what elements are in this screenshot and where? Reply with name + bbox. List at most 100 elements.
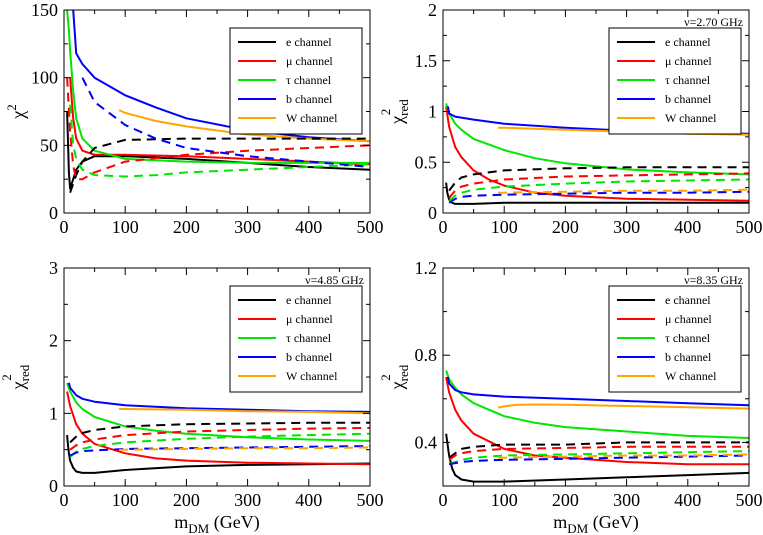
- legend-label: μ channel: [665, 312, 712, 326]
- x-tick-label: 300: [613, 490, 640, 510]
- x-tick-label: 400: [674, 490, 701, 510]
- x-axis-label-unit: (GeV): [588, 512, 638, 533]
- x-tick-label: 100: [491, 217, 518, 237]
- y-tick-label: 1.2: [415, 258, 438, 278]
- series-line--channel-dashed-: [69, 104, 370, 178]
- x-tick-label: 0: [60, 217, 69, 237]
- x-axis-label: mDM (GeV): [553, 512, 638, 535]
- series-line--channel-dashed-: [66, 77, 370, 181]
- y-axis-label-sup: 2: [0, 374, 14, 381]
- series-line-b-channel: [446, 376, 749, 407]
- y-axis-label-symbol: χ: [8, 111, 28, 120]
- x-tick-label: 100: [112, 490, 139, 510]
- legend-label: e channel: [286, 35, 332, 49]
- legend-label: W channel: [665, 111, 717, 125]
- x-tick-label: 0: [60, 490, 69, 510]
- series-line--channel: [445, 370, 749, 439]
- x-tick-label: 0: [439, 217, 448, 237]
- y-axis-label: χred2: [378, 364, 411, 390]
- x-axis-label: mDM (GeV): [174, 512, 259, 535]
- x-tick-label: 500: [357, 217, 384, 237]
- x-tick-label: 500: [357, 490, 384, 510]
- y-tick-label: 0.8: [415, 345, 438, 365]
- x-axis-label-sub: DM: [188, 521, 209, 535]
- x-axis-label-unit: (GeV): [209, 512, 259, 533]
- legend-label: W channel: [665, 369, 717, 383]
- x-tick-label: 100: [112, 217, 139, 237]
- legend-label: τ channel: [665, 331, 711, 345]
- series-line-b-channel-dashed-: [448, 454, 749, 466]
- legend-label: b channel: [286, 350, 333, 364]
- legend-label: e channel: [665, 35, 711, 49]
- x-tick-label: 300: [613, 217, 640, 237]
- legend-label: b channel: [665, 350, 712, 364]
- series-line--channel: [445, 376, 749, 466]
- legend-label: μ channel: [286, 54, 333, 68]
- legend-label: e channel: [286, 293, 332, 307]
- frequency-label: ν=8.35 GHz: [684, 273, 743, 287]
- series-line-e-channel: [445, 433, 749, 483]
- y-axis-label-sup: 2: [4, 104, 19, 111]
- series-line-e-channel: [445, 182, 749, 205]
- legend: e channel μ channel τ channel b channel W ch…: [608, 27, 742, 135]
- series-line--channel: [445, 103, 749, 176]
- series-line--channel: [445, 106, 749, 202]
- y-axis-label-sub: red: [396, 364, 411, 381]
- series-line-e-channel-dashed-: [448, 166, 749, 192]
- x-tick-label: 400: [295, 217, 322, 237]
- y-axis-label: χred2: [0, 364, 32, 390]
- legend: e channel μ channel τ channel b channel W ch…: [608, 285, 742, 393]
- y-axis-label-symbol: χ: [387, 381, 407, 390]
- y-tick-label: 50: [40, 135, 58, 155]
- y-axis-label-sub: red: [17, 364, 32, 381]
- y-axis-label-sup: 2: [378, 109, 393, 116]
- series-line-w-channel: [118, 109, 370, 143]
- x-tick-label: 200: [552, 490, 579, 510]
- series-line-e-channel: [66, 435, 370, 474]
- series-line-e-channel-dashed-: [69, 137, 370, 194]
- y-tick-label: 1.5: [415, 51, 438, 71]
- x-tick-label: 500: [736, 490, 763, 510]
- y-axis-label: χred2: [378, 99, 411, 125]
- y-axis-label-sup: 2: [378, 374, 393, 381]
- y-axis-label: χ2: [4, 104, 28, 120]
- panel-bottom-right: 0 100 200 300 400 500 0.4 0.8 1.2 χred2 ν=8.35 GHz…: [378, 258, 763, 510]
- x-tick-label: 300: [234, 217, 261, 237]
- y-tick-label: 100: [31, 68, 58, 88]
- y-tick-label: 0.4: [415, 432, 438, 452]
- y-axis-label-symbol: χ: [8, 381, 28, 390]
- series-line-w-channel-dashed-: [498, 188, 749, 194]
- legend-label: μ channel: [665, 54, 712, 68]
- legend-label: τ channel: [665, 73, 711, 87]
- x-tick-label: 0: [439, 490, 448, 510]
- series-line-w-channel-dashed-: [498, 453, 749, 459]
- series-line--channel: [66, 10, 370, 164]
- series-line-b-channel: [67, 382, 370, 413]
- series-line--channel-dashed-: [448, 450, 749, 466]
- y-tick-label: 0: [49, 203, 58, 223]
- series-line--channel-dashed-: [448, 172, 749, 199]
- series-line-w-channel-dashed-: [119, 446, 370, 451]
- legend-label: W channel: [286, 369, 338, 383]
- x-tick-label: 300: [234, 490, 261, 510]
- series-line-w-channel: [119, 408, 370, 415]
- legend-label: e channel: [665, 293, 711, 307]
- y-tick-label: 2: [49, 331, 58, 351]
- frequency-label: ν=2.70 GHz: [684, 15, 743, 29]
- series-group: [445, 370, 749, 483]
- x-tick-label: 200: [552, 217, 579, 237]
- series-line--channel: [66, 391, 370, 466]
- legend-label: τ channel: [286, 331, 332, 345]
- series-line-b-channel-dashed-: [81, 77, 370, 168]
- series-line--channel: [66, 382, 370, 442]
- legend: e channel μ channel τ channel b channel W ch…: [229, 285, 363, 393]
- x-tick-label: 400: [674, 217, 701, 237]
- y-axis-label-sub: red: [396, 99, 411, 116]
- x-tick-label: 100: [491, 490, 518, 510]
- legend: e channel μ channel τ channel b channel W ch…: [229, 27, 363, 135]
- y-axis-label-symbol: χ: [387, 116, 407, 125]
- y-tick-label: 0: [49, 476, 58, 496]
